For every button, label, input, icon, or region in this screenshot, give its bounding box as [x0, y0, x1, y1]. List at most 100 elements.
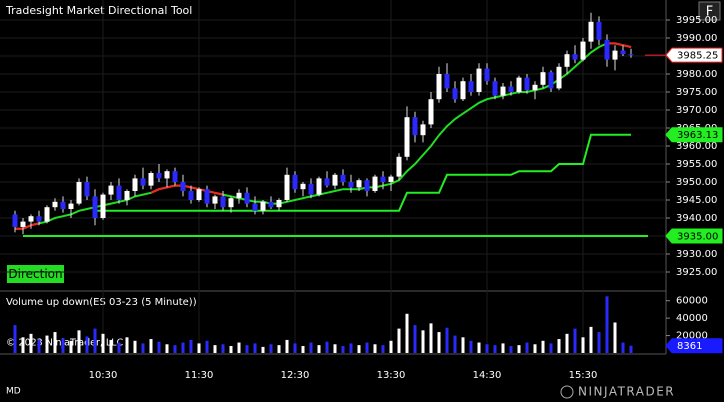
volume-bar	[589, 326, 593, 353]
volume-bar	[205, 340, 209, 353]
logo: NINJATRADER	[578, 385, 675, 399]
chart-title: Tradesight Market Directional Tool	[5, 4, 192, 17]
x-tick-label: 15:30	[569, 370, 598, 381]
candle-body	[428, 99, 434, 125]
volume-bar	[117, 342, 121, 353]
candle-body	[60, 201, 66, 209]
volume-bar	[333, 344, 337, 353]
candle-body	[116, 185, 122, 200]
stop-label-box	[665, 127, 723, 143]
volume-bar	[397, 328, 401, 353]
volume-bar	[13, 325, 17, 353]
volume-bar	[341, 346, 345, 353]
candle-body	[196, 189, 202, 200]
indicator-line	[607, 42, 632, 48]
candle-body	[148, 173, 154, 186]
v-tick-label: 60000	[676, 296, 708, 307]
volume-bar	[525, 342, 529, 353]
volume-bar	[365, 342, 369, 353]
candle-body	[548, 72, 554, 89]
candle-body	[596, 21, 602, 40]
last-price-label: 3985.25	[677, 51, 718, 62]
candle-body	[500, 86, 506, 96]
candle-body	[124, 191, 130, 200]
candle-body	[244, 192, 250, 204]
f-button-label[interactable]: F	[706, 5, 713, 20]
volume-bar	[581, 337, 585, 353]
f-button[interactable]	[698, 1, 721, 21]
candle-body	[348, 182, 354, 188]
candle-body	[92, 196, 98, 218]
volume-bar	[309, 342, 313, 353]
candle-body	[468, 81, 474, 92]
candle-body	[220, 196, 226, 208]
volume-bar	[325, 341, 329, 353]
support-label: 3935.00	[677, 232, 718, 243]
candle-body	[276, 200, 282, 208]
volume-bar	[477, 342, 481, 353]
candle-body	[564, 54, 570, 67]
volume-bar	[381, 345, 385, 353]
volume-bar	[413, 325, 417, 353]
candle-body	[76, 182, 82, 204]
volume-bar	[541, 340, 545, 353]
candle-body	[420, 124, 426, 136]
y-tick-label: 3980.00	[676, 69, 717, 80]
y-tick-label: 3960.00	[676, 141, 717, 152]
volume-bar	[389, 340, 393, 353]
last-volume-label: 8361	[677, 341, 702, 352]
candle-body	[140, 178, 146, 186]
candle-body	[476, 68, 482, 92]
candle-body	[532, 84, 538, 91]
volume-bar	[93, 328, 97, 353]
volume-bar	[293, 343, 297, 353]
candle-body	[180, 182, 186, 191]
volume-bar	[557, 339, 561, 353]
volume-bar	[533, 344, 537, 353]
candle-body	[84, 182, 90, 197]
volume-bar	[53, 332, 57, 353]
volume-bar	[189, 339, 193, 353]
direction-label: Direction	[8, 267, 62, 281]
candle-body	[260, 201, 266, 211]
volume-bar	[405, 313, 409, 353]
candle-body	[572, 54, 578, 60]
candle-body	[156, 173, 162, 179]
volume-bar	[621, 342, 625, 353]
volume-bar	[21, 337, 25, 353]
candle-body	[188, 191, 194, 200]
candle-body	[580, 41, 586, 60]
volume-bar	[357, 345, 361, 353]
candle-body	[252, 203, 258, 211]
y-tick-label: 3995.00	[676, 15, 717, 26]
candle-body	[300, 183, 306, 190]
candle-body	[132, 178, 138, 191]
candle-body	[68, 203, 74, 209]
volume-bar	[613, 322, 617, 353]
volume-bar	[373, 344, 377, 353]
candle-body	[44, 207, 50, 222]
logo-icon	[560, 385, 574, 399]
indicator-line	[15, 42, 632, 230]
volume-bar	[509, 346, 513, 353]
candle-body	[452, 88, 458, 100]
volume-bar	[549, 343, 553, 353]
candle-body	[516, 77, 522, 92]
candle-body	[380, 176, 386, 182]
volume-bar	[437, 332, 441, 353]
candle-body	[364, 180, 370, 191]
v-tick-label: 40000	[676, 313, 708, 324]
candle-body	[556, 66, 562, 89]
x-tick-label: 11:30	[185, 370, 214, 381]
candle-body	[524, 77, 530, 91]
candle-body	[372, 176, 378, 191]
candle-body	[20, 221, 26, 227]
candle-body	[316, 178, 322, 195]
volume-bar	[197, 343, 201, 353]
volume-bar	[61, 338, 65, 353]
volume-bar	[317, 345, 321, 353]
candle-body	[412, 117, 418, 136]
volume-bar	[421, 330, 425, 353]
y-tick-label: 3950.00	[676, 177, 717, 188]
